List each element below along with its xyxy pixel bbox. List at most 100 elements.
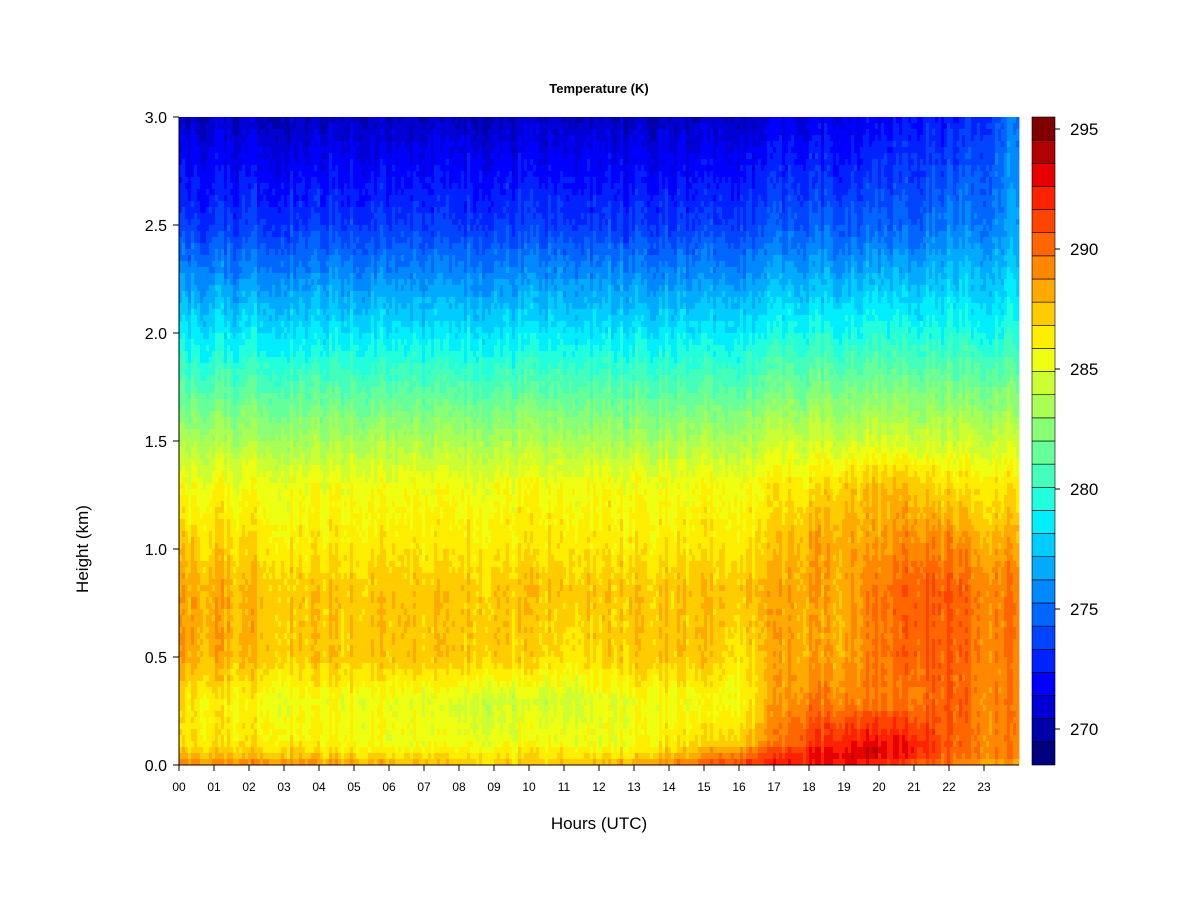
heatmap-cell [233,453,237,460]
heatmap-cell [263,525,267,532]
heatmap-cell [266,351,270,358]
heatmap-cell [260,651,264,658]
heatmap-cell [272,471,276,478]
heatmap-cell [224,477,228,484]
heatmap-cell [272,501,276,508]
heatmap-cell [227,621,231,628]
heatmap-cell [281,141,285,148]
heatmap-cell [287,693,291,700]
heatmap-cell [227,705,231,712]
heatmap-cell [254,357,258,364]
heatmap-cell [194,237,198,244]
heatmap-cell [188,621,192,628]
heatmap-cell [272,573,276,580]
heatmap-cell [293,339,297,346]
heatmap-cell [206,759,210,766]
heatmap-cell [311,141,315,148]
heatmap-cell [260,741,264,748]
heatmap-cell [212,459,216,466]
heatmap-cell [224,633,228,640]
heatmap-cell [272,303,276,310]
heatmap-cell [188,213,192,220]
heatmap-cell [275,135,279,142]
heatmap-cell [212,657,216,664]
heatmap-cell [314,759,318,766]
heatmap-cell [281,453,285,460]
heatmap-cell [272,123,276,130]
heatmap-cell [218,351,222,358]
heatmap-cell [209,477,213,484]
heatmap-cell [245,147,249,154]
heatmap-cell [275,741,279,748]
heatmap-cell [290,213,294,220]
heatmap-cell [278,321,282,328]
heatmap-cell [287,381,291,388]
heatmap-cell [185,483,189,490]
heatmap-cell [284,711,288,718]
heatmap-cell [179,261,183,268]
heatmap-cell [251,663,255,670]
heatmap-cell [203,699,207,706]
heatmap-cell [251,207,255,214]
heatmap-cell [275,321,279,328]
heatmap-cell [245,579,249,586]
heatmap-cell [284,189,288,196]
heatmap-cell [296,135,300,142]
heatmap-cell [236,657,240,664]
heatmap-cell [248,579,252,586]
heatmap-cell [284,231,288,238]
heatmap-cell [191,123,195,130]
heatmap-cell [227,405,231,412]
heatmap-cell [212,183,216,190]
heatmap-cell [260,393,264,400]
heatmap-cell [257,543,261,550]
heatmap-cell [305,213,309,220]
heatmap-cell [275,717,279,724]
heatmap-cell [302,663,306,670]
heatmap-cell [266,231,270,238]
heatmap-cell [278,759,282,766]
heatmap-cell [194,141,198,148]
heatmap-cell [284,429,288,436]
heatmap-cell [227,159,231,166]
heatmap-cell [179,249,183,256]
heatmap-cell [239,417,243,424]
heatmap-cell [257,225,261,232]
heatmap-cell [260,207,264,214]
heatmap-cell [239,561,243,568]
heatmap-cell [218,429,222,436]
heatmap-cell [236,651,240,658]
heatmap-cell [293,705,297,712]
heatmap-cell [254,705,258,712]
heatmap-cell [227,237,231,244]
heatmap-cell [263,489,267,496]
heatmap-cell [308,603,312,610]
heatmap-cell [269,309,273,316]
heatmap-cell [275,441,279,448]
heatmap-cell [281,225,285,232]
heatmap-cell [230,603,234,610]
heatmap-cell [314,141,318,148]
heatmap-cell [209,309,213,316]
heatmap-cell [248,399,252,406]
heatmap-cell [302,249,306,256]
heatmap-cell [224,213,228,220]
heatmap-cell [284,609,288,616]
heatmap-cell [251,615,255,622]
heatmap-cell [296,207,300,214]
heatmap-cell [245,123,249,130]
heatmap-cell [185,657,189,664]
heatmap-cell [209,129,213,136]
heatmap-cell [227,567,231,574]
heatmap-cell [194,459,198,466]
heatmap-cell [296,669,300,676]
heatmap-cell [209,171,213,178]
heatmap-cell [242,477,246,484]
heatmap-cell [266,129,270,136]
heatmap-cell [236,603,240,610]
heatmap-cell [281,693,285,700]
heatmap-cell [296,255,300,262]
heatmap-cell [242,591,246,598]
heatmap-cell [281,411,285,418]
heatmap-cell [293,303,297,310]
